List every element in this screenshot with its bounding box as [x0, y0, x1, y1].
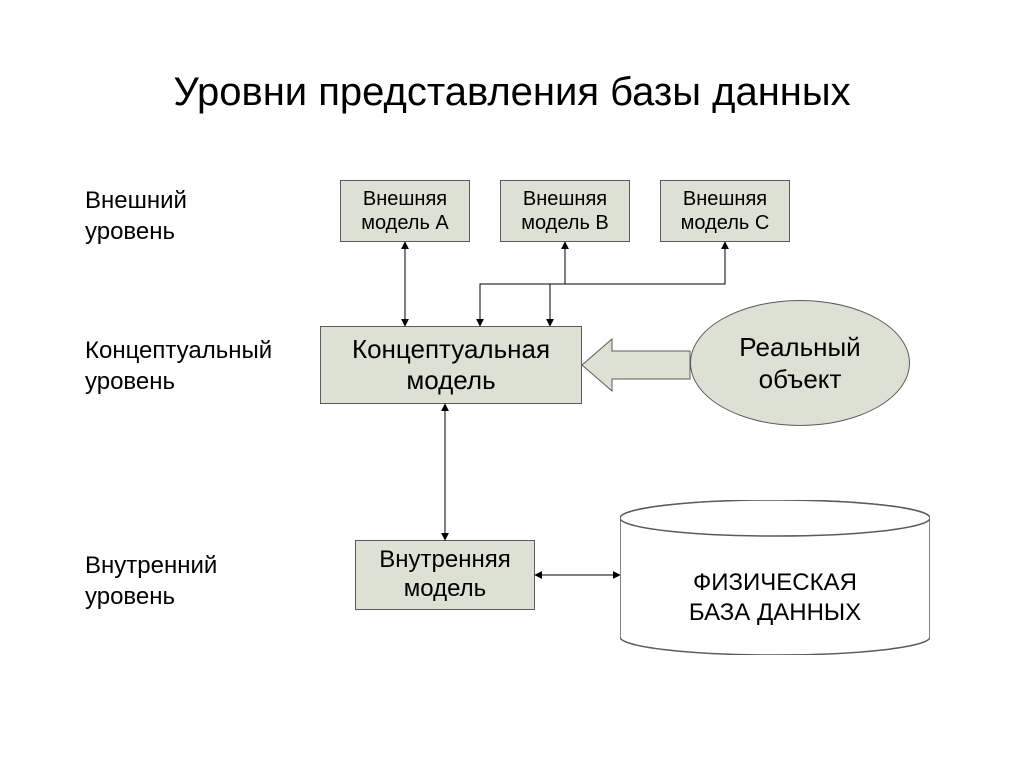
node-internal-label: Внутренняямодель [379, 546, 510, 604]
diagram-canvas: Уровни представления базы данных Внешний… [0, 0, 1024, 767]
node-physical-db-label: ФИЗИЧЕСКАЯБАЗА ДАННЫХ [620, 568, 930, 628]
node-extA: Внешняямодель А [340, 180, 470, 242]
level-label-external: Внешнийуровень [85, 185, 187, 247]
level-label-internal-text: Внутреннийуровень [85, 552, 217, 610]
node-extA-label: Внешняямодель А [361, 187, 449, 235]
level-label-conceptual-text: Концептуальныйуровень [85, 337, 272, 395]
node-internal: Внутренняямодель [355, 540, 535, 610]
node-real-object: Реальныйобъект [690, 300, 910, 426]
node-extB-label: Внешняямодель В [521, 187, 609, 235]
node-extB: Внешняямодель В [500, 180, 630, 242]
level-label-conceptual: Концептуальныйуровень [85, 335, 272, 397]
node-extC-label: Внешняямодель С [681, 187, 770, 235]
node-real-object-label: Реальныйобъект [739, 331, 860, 396]
node-extC: Внешняямодель С [660, 180, 790, 242]
page-title: Уровни представления базы данных [0, 70, 1024, 115]
node-conceptual: Концептуальнаямодель [320, 326, 582, 404]
level-label-external-text: Внешнийуровень [85, 187, 187, 245]
level-label-internal: Внутреннийуровень [85, 550, 217, 612]
node-conceptual-label: Концептуальнаямодель [352, 334, 550, 396]
node-physical-db: ФИЗИЧЕСКАЯБАЗА ДАННЫХ [620, 500, 930, 655]
